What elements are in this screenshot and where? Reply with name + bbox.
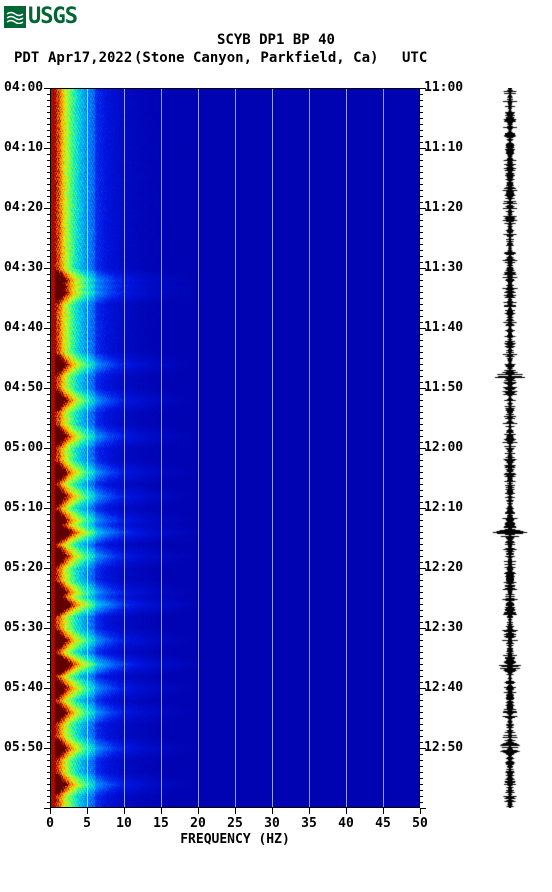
amplitude-trace: [490, 88, 530, 808]
y-right-label: 11:40: [424, 320, 463, 335]
x-tick-label: 10: [116, 816, 132, 831]
x-tick-label: 25: [227, 816, 243, 831]
y-left-label: 05:30: [4, 620, 43, 635]
y-right-label: 12:30: [424, 620, 463, 635]
y-right-label: 11:20: [424, 200, 463, 215]
y-left-label: 05:20: [4, 560, 43, 575]
y-left-label: 05:00: [4, 440, 43, 455]
y-left-label: 04:50: [4, 380, 43, 395]
y-right-label: 11:50: [424, 380, 463, 395]
y-left-label: 04:00: [4, 80, 43, 95]
x-tick-label: 20: [190, 816, 206, 831]
location-label: (Stone Canyon, Parkfield, Ca): [134, 50, 378, 66]
y-right-label: 12:50: [424, 740, 463, 755]
spectrogram-plot: [50, 88, 420, 808]
date-label: Apr17,2022: [48, 50, 132, 66]
x-axis: FREQUENCY (HZ) 05101520253035404550: [50, 810, 420, 850]
x-tick-label: 35: [301, 816, 317, 831]
chart-title: SCYB DP1 BP 40: [0, 32, 552, 48]
wave-icon: [4, 6, 26, 28]
y-right-label: 12:20: [424, 560, 463, 575]
y-left-label: 04:20: [4, 200, 43, 215]
y-right-label: 12:10: [424, 500, 463, 515]
y-right-label: 12:40: [424, 680, 463, 695]
x-axis-title: FREQUENCY (HZ): [180, 832, 290, 847]
x-tick-label: 45: [375, 816, 391, 831]
y-left-label: 04:40: [4, 320, 43, 335]
y-left-label: 04:10: [4, 140, 43, 155]
spectrogram-canvas: [50, 88, 420, 808]
logo-text: USGS: [28, 4, 77, 29]
y-right-label: 11:00: [424, 80, 463, 95]
y-right-label: 11:10: [424, 140, 463, 155]
y-axis-left-ticks: [44, 88, 50, 808]
y-left-label: 05:40: [4, 680, 43, 695]
tz-left-label: PDT: [14, 50, 39, 66]
y-left-label: 05:10: [4, 500, 43, 515]
y-right-label: 11:30: [424, 260, 463, 275]
x-tick-label: 15: [153, 816, 169, 831]
y-right-label: 12:00: [424, 440, 463, 455]
tz-right-label: UTC: [402, 50, 427, 66]
y-left-label: 05:50: [4, 740, 43, 755]
y-left-label: 04:30: [4, 260, 43, 275]
usgs-logo: USGS: [4, 4, 77, 29]
x-tick-label: 5: [83, 816, 91, 831]
x-tick-label: 50: [412, 816, 428, 831]
x-tick-label: 40: [338, 816, 354, 831]
x-tick-label: 0: [46, 816, 54, 831]
x-tick-label: 30: [264, 816, 280, 831]
